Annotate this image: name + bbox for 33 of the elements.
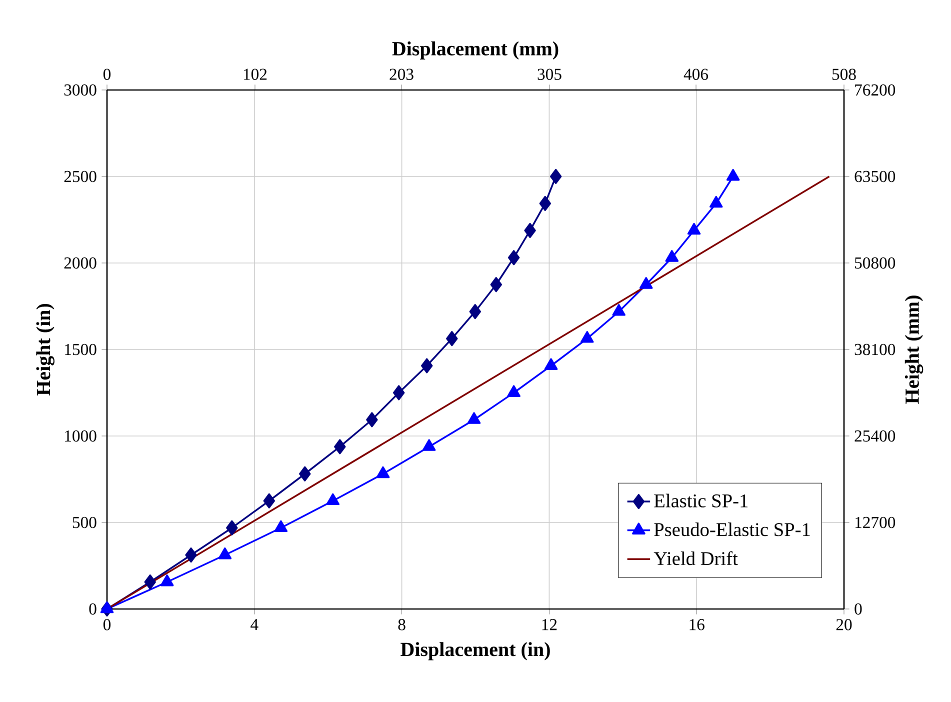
legend-label: Yield Drift	[654, 551, 738, 566]
x-tick-label: 0	[103, 619, 111, 630]
x2-tick-label: 508	[832, 68, 856, 80]
x-tick-label: 16	[690, 619, 704, 630]
x2-tick-label: 102	[244, 68, 267, 80]
y-tick-label: 2500	[64, 170, 96, 182]
y-tick-label: 0	[89, 603, 96, 615]
y-tick-label: 1500	[65, 344, 96, 356]
y-tick-label: 2000	[64, 257, 96, 269]
y2-tick-label: 12700	[856, 516, 896, 528]
y-tick-label: 1000	[65, 430, 96, 442]
x2-tick-label: 203	[390, 68, 414, 80]
y-axis-title: Height (in)	[36, 304, 54, 396]
legend-label: Elastic SP-1	[654, 494, 748, 508]
x2-axis-title: Displacement (mm)	[392, 41, 558, 60]
y2-tick-label: 0	[854, 603, 862, 615]
y2-tick-label: 25400	[854, 430, 896, 442]
y2-tick-label: 63500	[854, 170, 896, 182]
x2-tick-label: 406	[684, 68, 708, 80]
x-axis-title: Displacement (in)	[400, 642, 550, 660]
y-tick-label: 500	[72, 516, 96, 528]
x-tick-label: 4	[250, 619, 258, 630]
x-tick-label: 12	[542, 619, 557, 630]
y2-tick-label: 38100	[854, 344, 896, 356]
legend-label: Pseudo-Elastic SP-1	[654, 522, 810, 536]
x-tick-label: 20	[836, 619, 852, 630]
x2-tick-label: 0	[103, 68, 111, 80]
x2-tick-label: 305	[538, 68, 562, 80]
y2-tick-label: 76200	[855, 84, 896, 96]
y2-axis-title: Height (mm)	[904, 296, 924, 404]
y-tick-label: 3000	[64, 84, 96, 96]
x-tick-label: 8	[398, 619, 406, 630]
y2-tick-label: 50800	[855, 257, 896, 269]
